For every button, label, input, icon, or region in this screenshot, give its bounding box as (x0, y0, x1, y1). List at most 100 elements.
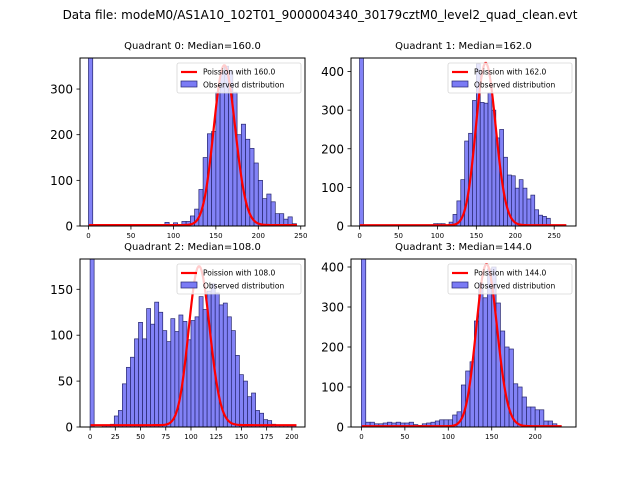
x-tick-label: 100 (167, 232, 180, 240)
histogram-bar (253, 162, 259, 226)
y-tick-label: 0 (65, 421, 73, 435)
histogram-bar (146, 308, 151, 427)
x-tick-label: 50 (126, 232, 135, 240)
histogram-bar (154, 301, 160, 427)
legend-box (447, 263, 573, 295)
histogram-bar (464, 140, 469, 226)
subplot-title: Quadrant 1: Median=162.0 (395, 41, 532, 52)
histogram-bar (202, 309, 208, 427)
histogram-bar (546, 217, 551, 226)
x-tick-label: 75 (161, 433, 170, 441)
poisson-curve (361, 263, 562, 427)
x-tick-label: 200 (528, 433, 541, 441)
figure-suptitle: Data file: modeM0/AS1A10_102T01_90000043… (62, 8, 578, 22)
x-tick-label: 0 (359, 433, 363, 441)
x-tick-label: 25 (111, 433, 120, 441)
histogram-bar (126, 366, 131, 427)
x-tick-label: 250 (548, 232, 561, 240)
histogram-bar (230, 330, 236, 427)
quadrant-3-axes: Quadrant 3: Median=144.0 0 50 100 150 200 0 100… (321, 242, 577, 441)
histogram-bar (530, 194, 536, 226)
histogram-bar (270, 201, 276, 226)
x-tick-label: 150 (235, 433, 248, 441)
legend-box (447, 62, 573, 94)
histogram-bar (178, 314, 184, 427)
x-tick-label: 100 (442, 433, 455, 441)
histogram-bar (219, 70, 225, 226)
y-tick-label: 100 (50, 329, 73, 343)
x-tick-label: 125 (210, 433, 223, 441)
axes-frame (79, 258, 306, 428)
y-tick-label: 150 (50, 283, 73, 297)
x-tick-label: 50 (400, 433, 409, 441)
legend-label-observed: Observed distribution (474, 282, 555, 291)
histogram-bar (222, 302, 228, 427)
legend: Poission with 162.0 Observed distribution (447, 62, 573, 94)
legend-label-poisson: Poission with 162.0 (474, 68, 547, 77)
legend-label-poisson: Poission with 144.0 (474, 269, 547, 278)
histogram-bar (243, 380, 248, 427)
histogram-bar (194, 316, 200, 427)
histogram-bar (514, 187, 520, 226)
y-tick-label: 0 (336, 220, 344, 234)
y-tick-label: 50 (58, 375, 73, 389)
histogram-bar (239, 374, 244, 427)
histogram-bar (162, 330, 168, 427)
histogram-bar (526, 198, 532, 226)
legend-label-observed: Observed distribution (474, 81, 555, 90)
histogram-bar (262, 198, 268, 226)
legend: Poission with 144.0 Observed distribution (447, 263, 573, 295)
histogram-bar (522, 187, 528, 226)
histogram-bar (235, 355, 240, 427)
legend: Poission with 160.0 Observed distribution (176, 62, 302, 94)
histogram-bar (361, 259, 367, 427)
subplot-title: Quadrant 0: Median=160.0 (124, 41, 261, 52)
x-tick-label: 150 (470, 232, 483, 240)
x-tick-label: 50 (136, 433, 145, 441)
histogram-bar (534, 209, 539, 226)
histogram-bar (482, 297, 488, 427)
legend-bar-swatch (180, 80, 198, 88)
x-tick-label: 250 (294, 232, 307, 240)
histogram-bar (479, 102, 485, 226)
y-tick-label: 100 (321, 381, 344, 395)
histogram-bar (534, 409, 540, 427)
histogram-bar (130, 356, 135, 427)
histogram-bar (158, 311, 164, 427)
legend-label-observed: Observed distribution (203, 282, 284, 291)
histogram-bar (526, 406, 532, 427)
histogram-bar (122, 383, 127, 427)
histogram-bar (214, 292, 220, 427)
histogram-bar (247, 396, 252, 427)
histogram-bar (266, 193, 272, 226)
histogram-bar (517, 386, 523, 427)
y-tick-label: 400 (321, 261, 344, 275)
quadrant-0-axes: Quadrant 0: Median=160.0 0 50 100 150 200 250 0… (50, 41, 307, 240)
histogram-bar (138, 321, 143, 427)
legend-box (176, 263, 302, 295)
legend-box (176, 62, 302, 94)
histogram-bar (134, 338, 139, 427)
y-tick-label: 200 (321, 341, 344, 355)
histogram-bar (88, 58, 94, 226)
x-tick-label: 200 (285, 433, 298, 441)
histogram-bar (186, 339, 192, 427)
histogram-bar (287, 216, 293, 226)
quadrant-1-axes: Quadrant 1: Median=162.0 0 50 100 150 200 250 0… (321, 41, 577, 240)
histogram-bar (251, 392, 256, 427)
histogram-bar (521, 396, 527, 427)
legend-label-poisson: Poission with 160.0 (203, 68, 276, 77)
y-tick-label: 400 (321, 65, 344, 79)
histogram-bar (166, 341, 172, 427)
legend-bar-swatch (180, 281, 198, 289)
y-tick-label: 0 (65, 220, 73, 234)
histogram-bar (226, 316, 232, 427)
x-tick-label: 0 (88, 433, 92, 441)
x-tick-label: 50 (394, 232, 403, 240)
poisson-curve (359, 61, 567, 226)
x-tick-label: 0 (357, 232, 361, 240)
axes-frame (79, 57, 306, 227)
y-tick-label: 100 (321, 181, 344, 195)
legend-label-poisson: Poission with 108.0 (203, 269, 276, 278)
